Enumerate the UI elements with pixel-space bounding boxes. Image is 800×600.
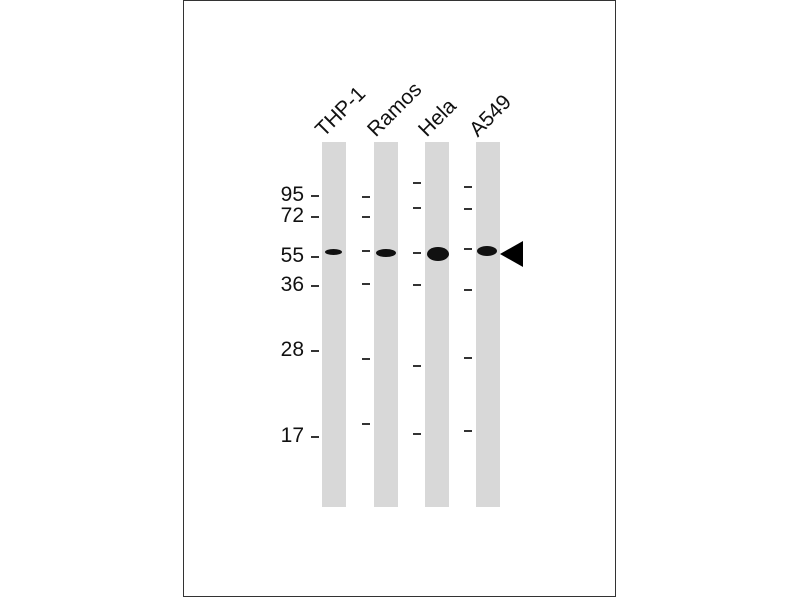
marker-tick	[311, 285, 319, 287]
marker-tick	[413, 284, 421, 286]
mw-label: 55	[280, 244, 304, 267]
marker-tick	[311, 256, 319, 258]
marker-tick	[362, 283, 370, 285]
marker-tick	[362, 216, 370, 218]
marker-tick	[464, 186, 472, 188]
marker-tick	[413, 433, 421, 435]
marker-tick	[362, 358, 370, 360]
marker-tick	[362, 423, 370, 425]
arrowhead-icon	[500, 241, 523, 267]
marker-tick	[464, 208, 472, 210]
marker-tick	[311, 350, 319, 352]
band-thp-1	[325, 249, 342, 255]
marker-tick	[464, 357, 472, 359]
marker-tick	[464, 430, 472, 432]
band-ramos	[376, 249, 396, 257]
mw-label: 72	[280, 204, 304, 227]
marker-tick	[413, 252, 421, 254]
marker-tick	[413, 207, 421, 209]
marker-tick	[362, 250, 370, 252]
lane-thp-1	[322, 142, 346, 507]
marker-tick	[413, 365, 421, 367]
mw-label: 36	[280, 273, 304, 296]
lane-a549	[476, 142, 500, 507]
marker-tick	[311, 216, 319, 218]
marker-tick	[413, 182, 421, 184]
marker-tick	[311, 436, 319, 438]
lane-ramos	[374, 142, 398, 507]
marker-tick	[362, 196, 370, 198]
marker-tick	[464, 248, 472, 250]
figure-frame	[183, 0, 616, 597]
marker-tick	[464, 289, 472, 291]
band-hela	[427, 247, 449, 261]
mw-label: 95	[280, 183, 304, 206]
band-a549	[477, 246, 497, 256]
lane-hela	[425, 142, 449, 507]
mw-label: 17	[280, 424, 304, 447]
mw-label: 28	[280, 338, 304, 361]
marker-tick	[311, 195, 319, 197]
